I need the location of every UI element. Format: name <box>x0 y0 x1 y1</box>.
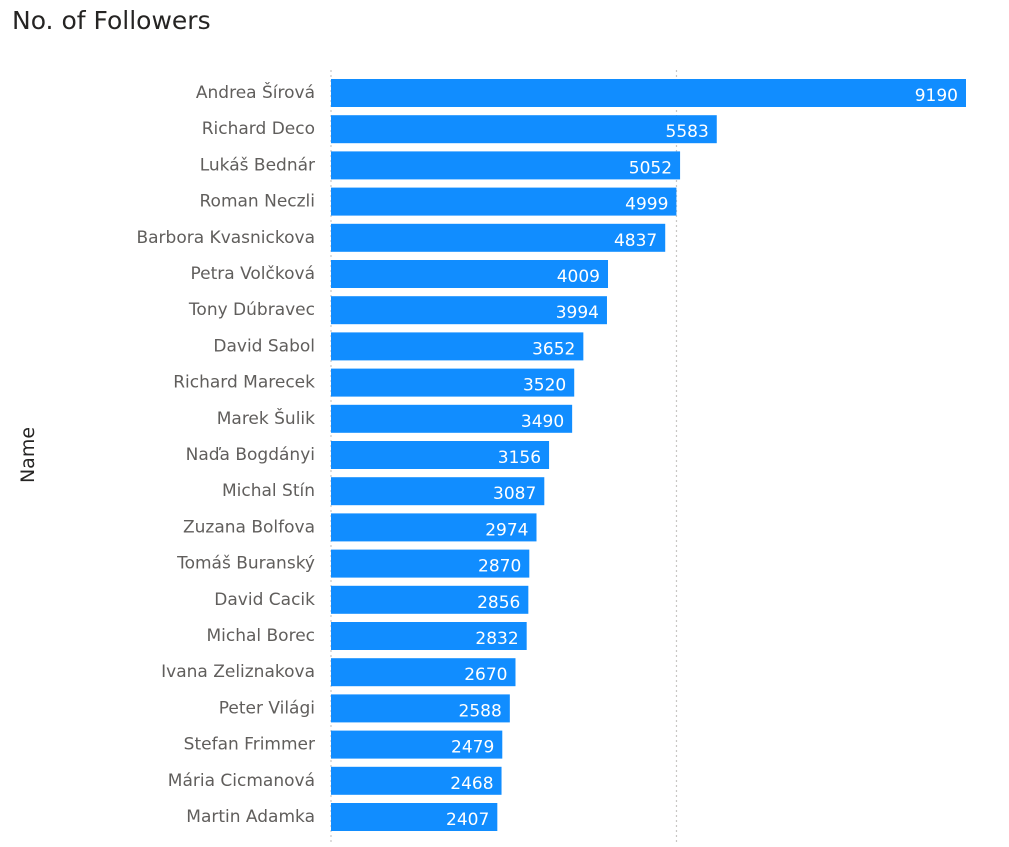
bars <box>331 79 966 831</box>
bar[interactable] <box>331 296 607 325</box>
bar[interactable] <box>331 585 529 614</box>
bar[interactable] <box>331 368 575 397</box>
data-label: 2670 <box>464 665 507 685</box>
category-label: Petra Volčková <box>191 264 315 284</box>
data-label: 2468 <box>450 774 493 794</box>
bar[interactable] <box>331 766 502 795</box>
category-label: Michal Stín <box>222 481 315 501</box>
data-label: 4009 <box>557 267 600 287</box>
category-label: Andrea Šírová <box>196 81 315 103</box>
category-label: Naďa Bogdányi <box>186 445 315 465</box>
bar[interactable] <box>331 187 677 216</box>
bar[interactable] <box>331 260 609 288</box>
data-label: 3156 <box>498 448 541 468</box>
bar[interactable] <box>331 151 681 180</box>
bar[interactable] <box>331 441 550 469</box>
bar[interactable] <box>331 79 966 107</box>
data-label: 2832 <box>475 629 518 649</box>
bar[interactable] <box>331 332 584 361</box>
bar[interactable] <box>331 730 503 759</box>
category-label: Martin Adamka <box>186 807 315 827</box>
bar[interactable] <box>331 803 498 831</box>
bar[interactable] <box>331 694 510 723</box>
data-label: 4999 <box>625 195 668 215</box>
category-label: Michal Borec <box>206 626 315 646</box>
bar[interactable] <box>331 223 666 252</box>
category-label: Tony Dúbravec <box>188 300 315 320</box>
category-label: Peter Világi <box>219 698 315 718</box>
bar[interactable] <box>331 622 527 650</box>
bar[interactable] <box>331 404 573 433</box>
category-label: David Cacik <box>214 590 315 610</box>
data-label: 3490 <box>521 412 564 432</box>
bar[interactable] <box>331 513 537 542</box>
bar[interactable] <box>331 477 545 506</box>
data-label: 2588 <box>459 701 502 721</box>
category-label: Stefan Frimmer <box>184 735 315 755</box>
category-label: Roman Neczli <box>200 192 316 212</box>
data-label: 3087 <box>493 484 536 504</box>
category-label: Barbora Kvasnickova <box>136 228 315 248</box>
bar[interactable] <box>331 549 530 578</box>
category-label: Richard Marecek <box>173 373 315 393</box>
data-label: 2870 <box>478 557 521 577</box>
chart-title: No. of Followers <box>12 6 211 35</box>
category-label: Ivana Zeliznakova <box>161 662 315 682</box>
data-label: 3994 <box>556 303 599 323</box>
category-label: Richard Deco <box>202 119 315 139</box>
category-label: Tomáš Buranský <box>176 554 315 574</box>
category-labels: Andrea Šírová Richard Deco Lukáš Bednár Rom… <box>136 81 315 827</box>
data-label: 5052 <box>629 158 672 178</box>
category-label: Mária Cicmanová <box>168 771 315 791</box>
data-label: 3520 <box>523 376 566 396</box>
data-label: 5583 <box>666 122 709 142</box>
bar[interactable] <box>331 658 516 687</box>
category-label: Zuzana Bolfova <box>183 517 315 537</box>
category-label: Lukáš Bednár <box>200 155 315 175</box>
data-label: 2974 <box>485 520 528 540</box>
data-label: 2479 <box>451 738 494 758</box>
category-label: Marek Šulik <box>217 407 315 429</box>
data-label: 4837 <box>614 231 657 251</box>
value-labels: 9190 5583 5052 4999 4837 4009 3994 3652 3520 3490… <box>446 86 958 830</box>
category-label: David Sabol <box>213 336 315 356</box>
data-label: 3652 <box>532 339 575 359</box>
data-label: 2856 <box>477 593 520 613</box>
bar[interactable] <box>331 115 717 144</box>
data-label: 9190 <box>915 86 958 106</box>
data-label: 2407 <box>446 810 489 830</box>
